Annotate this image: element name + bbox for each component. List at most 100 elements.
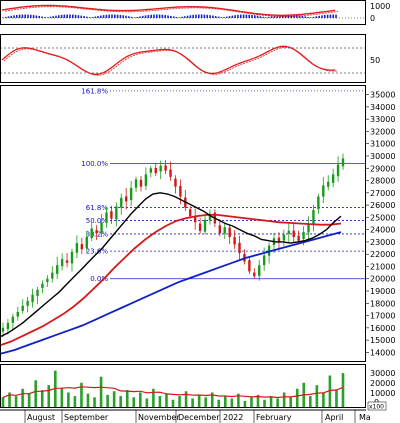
candle-body (336, 164, 340, 177)
volume-bar (73, 396, 77, 407)
candle-body (174, 178, 177, 187)
macd-bar (237, 14, 239, 18)
macd-bar (240, 14, 242, 18)
macd-bar (298, 15, 301, 18)
macd-bar (214, 16, 217, 18)
macd-bar (203, 14, 206, 18)
macd-bar (72, 14, 74, 18)
macd-bar (18, 14, 21, 18)
volume-bar (191, 398, 194, 407)
x-axis-month-ticks (24, 410, 356, 423)
price-tick-label: 27000 (370, 189, 395, 198)
rsi-tick-50: 50 (370, 56, 380, 65)
price-tick-label: 14000 (370, 348, 395, 357)
candle-body (277, 237, 281, 242)
macd-bar (114, 14, 116, 18)
macd-bar (41, 16, 43, 18)
macd-bar (209, 15, 211, 18)
macd-bar (254, 15, 256, 18)
candle-body (238, 242, 241, 253)
volume-bar (230, 398, 234, 407)
candle-body (164, 165, 167, 171)
volume-bar (289, 397, 292, 407)
volume-bar (27, 393, 31, 407)
rsi-panel-frame (0, 34, 366, 83)
macd-bar (119, 14, 122, 18)
macd-bar (105, 14, 108, 18)
candle-body (203, 219, 207, 232)
x-label-2022: 2022 (223, 413, 243, 422)
volume-bar (93, 397, 96, 407)
macd-bar (282, 14, 284, 18)
candle-body (297, 235, 300, 241)
ma-mid-line (0, 214, 342, 346)
price-tick-label: 32000 (370, 127, 395, 136)
volume-bar (250, 397, 253, 407)
macd-bar (24, 14, 26, 18)
macd-bar (86, 16, 88, 18)
x-label-november: November (138, 413, 180, 422)
price-tick-label: 22000 (370, 250, 395, 259)
macd-bar (128, 16, 130, 18)
volume-bar (197, 394, 201, 407)
macd-bar (158, 14, 161, 18)
candle-body (149, 168, 153, 173)
price-tick-label: 21000 (370, 262, 395, 271)
macd-bar (164, 15, 166, 18)
candle-body (129, 187, 133, 201)
candle-body (60, 259, 64, 267)
macd-histogram (2, 14, 337, 18)
macd-bar (147, 15, 150, 18)
price-tick-label: 18000 (370, 299, 395, 308)
volume-bar (80, 382, 83, 407)
candle-body (228, 227, 231, 238)
candle-body (341, 158, 345, 167)
macd-bar (226, 16, 228, 18)
candle-body (70, 251, 74, 264)
candle-body (208, 213, 212, 221)
candle-body (85, 237, 88, 249)
macd-bar (7, 16, 10, 18)
fib-label: 23.6% (86, 248, 109, 256)
candle-body (115, 206, 118, 220)
macd-bar (122, 15, 124, 18)
macd-bar (310, 17, 312, 18)
volume-bar (152, 388, 155, 407)
macd-bar (324, 14, 326, 18)
candle-body (223, 227, 226, 234)
macd-bar (287, 14, 290, 18)
macd-bar (181, 16, 183, 18)
price-tick-label: 35000 (370, 91, 395, 100)
candle-body (41, 283, 44, 289)
volume-bar (8, 392, 11, 407)
x-label-december: December (178, 413, 220, 422)
ma-short-line (0, 192, 342, 338)
macd-bar (38, 15, 40, 18)
volume-bar (165, 393, 168, 407)
price-tick-label: 28000 (370, 177, 395, 186)
volume-bar (315, 385, 319, 407)
candle-body (287, 230, 290, 234)
macd-bar (139, 16, 141, 18)
macd-bar (184, 16, 186, 18)
macd-signal-line (4, 6, 339, 17)
macd-bar (251, 14, 253, 18)
fib-label: 50.0% (86, 217, 109, 225)
macd-bar (91, 17, 94, 18)
macd-line (1, 4, 336, 16)
candle-body (1, 327, 5, 332)
price-tick-label: 34000 (370, 103, 395, 112)
candle-body (282, 234, 286, 241)
volume-bar (295, 388, 299, 407)
macd-bar (116, 14, 119, 18)
candle-body (80, 244, 84, 250)
volume-bar (210, 392, 214, 407)
macd-bar (32, 15, 35, 18)
candle-body (327, 181, 330, 187)
volume-bar (40, 390, 44, 407)
macd-bar (259, 16, 262, 18)
fib-label: 38.2% (86, 230, 109, 238)
volume-bar (256, 394, 260, 407)
candle-body (120, 197, 123, 208)
macd-bar (21, 14, 24, 18)
